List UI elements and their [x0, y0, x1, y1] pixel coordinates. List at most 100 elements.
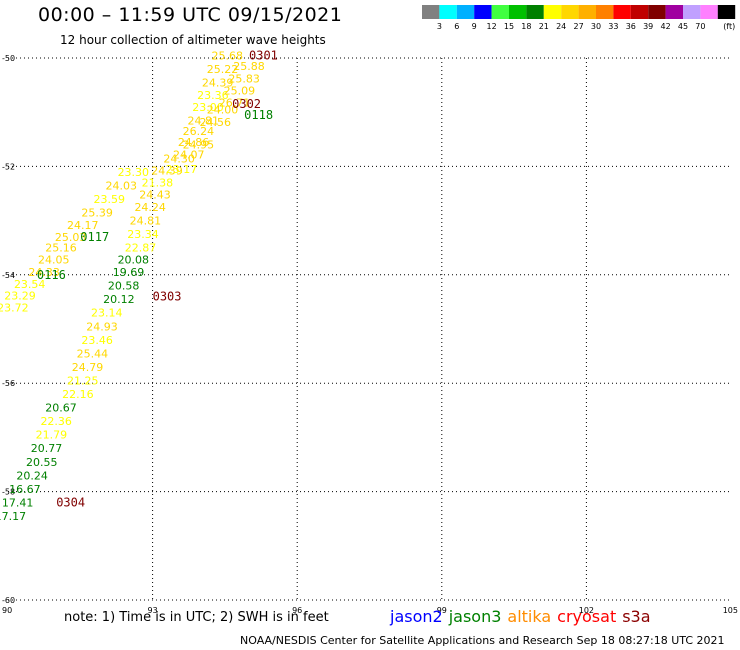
x-tick-label: 102 [579, 606, 594, 615]
wave-height-label: 21.25 [67, 374, 99, 387]
colorbar-tick: 39 [643, 22, 653, 31]
wave-height-label: 17.41 [2, 496, 34, 509]
x-tick-label: 99 [437, 606, 447, 615]
colorbar-tick: 9 [472, 22, 477, 31]
wave-height-label: 24.30 [163, 152, 195, 165]
wave-height-label: 25.09 [224, 85, 256, 98]
wave-height-label: 20.55 [26, 456, 58, 469]
wave-height-label: 24.81 [130, 215, 162, 228]
y-tick-label: -56 [2, 379, 15, 388]
pass-time-label: 0303 [153, 289, 182, 303]
wave-height-label: 24.03 [106, 179, 138, 192]
wave-height-label: 23.17 [166, 163, 198, 176]
wave-height-label: 24.79 [72, 361, 104, 374]
wave-height-label: 23.34 [127, 228, 159, 241]
colorbar-swatch [700, 5, 718, 19]
colorbar-swatch [474, 5, 492, 19]
colorbar-unit: (ft) [723, 22, 735, 31]
wave-height-label: 24.33 [28, 266, 60, 279]
wave-height-label: 17.17 [0, 510, 26, 523]
wave-height-label: 24.95 [183, 139, 215, 152]
wave-height-label: 24.00 [207, 103, 239, 116]
chart-marks: 25.6825.2224.3923.3623.0024.8126.2424.86… [0, 48, 278, 523]
colorbar-tick: 30 [591, 22, 601, 31]
wave-height-label: 20.12 [103, 293, 135, 306]
wave-height-label: 24.81 [187, 114, 219, 127]
colorbar-swatch [561, 5, 579, 19]
wave-height-label: 24.86 [178, 136, 210, 149]
pass-time-label: 0304 [56, 495, 85, 509]
colorbar-tick: 70 [695, 22, 705, 31]
wave-height-label: 25.44 [77, 347, 109, 360]
wave-height-label: 20.08 [118, 254, 150, 267]
wave-height-label: 24.43 [139, 189, 171, 202]
wave-height-label: 24.39 [151, 165, 183, 178]
wave-height-label: 25.22 [207, 63, 239, 76]
wave-height-label: 24.93 [86, 320, 118, 333]
wave-height-label: 22.36 [40, 415, 72, 428]
y-tick-label: -58 [2, 488, 15, 497]
colorbar-swatch [665, 5, 683, 19]
page-title: 00:00 – 11:59 UTC 09/15/2021 [38, 4, 343, 26]
wave-height-label: 25.39 [81, 206, 113, 219]
pass-time-label: 0117 [80, 230, 109, 244]
legend-item-jason3: jason3 [448, 607, 502, 626]
colorbar-tick: 6 [454, 22, 459, 31]
legend-item-s3a: s3a [622, 607, 651, 626]
wave-height-label: 22.16 [62, 388, 94, 401]
wave-height-label: 24.17 [67, 219, 99, 232]
wave-height-label: 25.68 [212, 49, 244, 62]
colorbar-swatch [578, 5, 596, 19]
colorbar-tick: 3 [437, 22, 442, 31]
colorbar-swatch [613, 5, 631, 19]
colorbar-swatch [422, 5, 440, 19]
pass-time-label: 0118 [244, 108, 273, 122]
wave-height-label: 20.77 [31, 442, 63, 455]
wave-height-label: 24.39 [202, 76, 234, 89]
wave-height-label: 23.59 [93, 193, 125, 206]
colorbar-tick: 36 [626, 22, 636, 31]
colorbar-tick: 18 [521, 22, 531, 31]
x-tick-label: 105 [723, 606, 738, 615]
colorbar-tick: 42 [661, 22, 671, 31]
satellite-legend: jason2 jason3 altika cryosat s3a [390, 607, 657, 626]
wave-height-label: 23.00 [192, 101, 224, 114]
y-tick-label: -52 [2, 162, 15, 171]
colorbar-swatch [509, 5, 527, 19]
colorbar-tick: 45 [678, 22, 688, 31]
chart-axes: 90 93 96 99 102 105 -50 -52 -54 -56 -58 -60 [2, 54, 738, 615]
wave-height-label: 20.67 [45, 402, 77, 415]
wave-height-label: 21.38 [142, 177, 174, 190]
wave-height-label: 26.71 [219, 96, 251, 109]
colorbar-swatch [596, 5, 614, 19]
wave-height-label: 24.07 [173, 148, 205, 161]
colorbar-swatch [717, 5, 736, 19]
y-tick-label: -54 [2, 271, 15, 280]
wave-height-label: 23.46 [81, 334, 113, 347]
wave-height-label: 20.24 [16, 469, 48, 482]
colorbar-swatch [630, 5, 649, 19]
colorbar-swatch [491, 5, 509, 19]
wave-height-label: 24.56 [200, 116, 232, 129]
legend-item-altika: altika [507, 607, 552, 626]
colorbar-tick: 12 [487, 22, 497, 31]
colorbar-tick: 27 [574, 22, 584, 31]
colorbar-swatch [526, 5, 544, 19]
colorbar-tick: 21 [539, 22, 549, 31]
colorbar-tick: 15 [504, 22, 514, 31]
legend-item-cryosat: cryosat [557, 607, 617, 626]
wave-height-label: 23.54 [14, 278, 46, 291]
wave-height-label: 16.67 [9, 483, 41, 496]
colorbar-tick: 33 [608, 22, 618, 31]
wave-height-label: 26.24 [183, 125, 215, 138]
colorbar-swatch [456, 5, 475, 19]
x-tick-label: 90 [2, 606, 12, 615]
colorbar-swatch [648, 5, 666, 19]
colorbar-swatch [439, 5, 457, 19]
footer-note: note: 1) Time is in UTC; 2) SWH is in fe… [64, 610, 329, 625]
x-tick-label: 93 [148, 606, 158, 615]
y-tick-label: -60 [2, 596, 15, 605]
chart-grid [8, 57, 731, 601]
wave-height-label: 23.29 [4, 289, 36, 302]
